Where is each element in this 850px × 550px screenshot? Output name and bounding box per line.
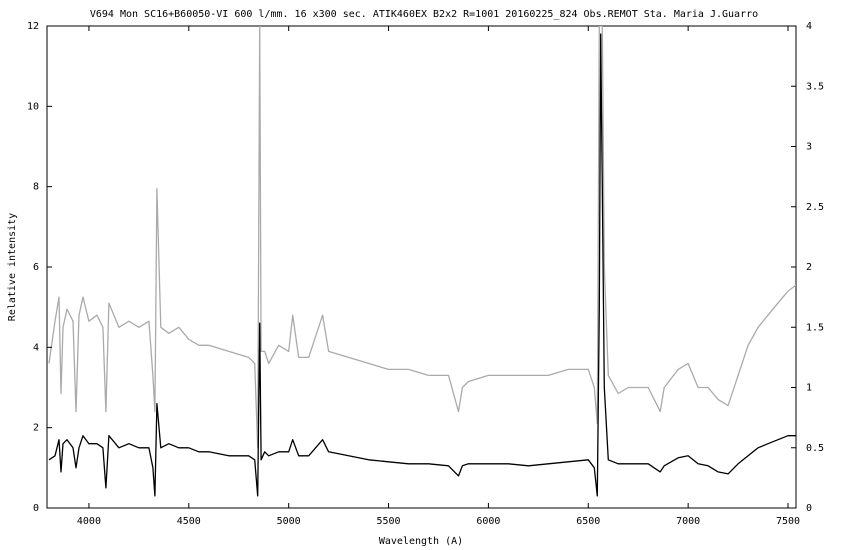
spectrum-line xyxy=(48,26,796,449)
x-tick-label: 5000 xyxy=(277,516,301,527)
y2-tick-label: 4 xyxy=(806,21,812,32)
y-axis-label: Relative intensity xyxy=(7,213,18,321)
y-tick-label: 12 xyxy=(27,21,39,32)
x-tick-label: 6500 xyxy=(576,516,600,527)
y2-tick-label: 1 xyxy=(806,383,812,394)
y2-tick-label: 3 xyxy=(806,142,812,153)
y2-tick-label: 0 xyxy=(806,503,812,514)
x-tick-label: 4000 xyxy=(77,516,101,527)
x-tick-label: 7000 xyxy=(676,516,700,527)
x-tick-label: 5500 xyxy=(376,516,400,527)
x-tick-label: 6000 xyxy=(476,516,500,527)
y-tick-label: 8 xyxy=(33,182,39,193)
y2-tick-label: 0.5 xyxy=(806,443,824,454)
y2-tick-label: 2.5 xyxy=(806,202,824,213)
x-axis-label: Wavelength (A) xyxy=(379,536,463,547)
spectrum-line xyxy=(48,33,796,497)
y-tick-label: 10 xyxy=(27,101,39,112)
x-tick-label: 4500 xyxy=(177,516,201,527)
x-tick-label: 7500 xyxy=(776,516,800,527)
y-tick-label: 0 xyxy=(33,503,39,514)
y2-tick-label: 3.5 xyxy=(806,81,824,92)
y2-tick-label: 1.5 xyxy=(806,322,824,333)
y-tick-label: 2 xyxy=(33,423,39,434)
y2-tick-label: 2 xyxy=(806,262,812,273)
y-tick-label: 6 xyxy=(33,262,39,273)
chart-title: V694 Mon SC16+B60050-VI 600 l/mm. 16 x30… xyxy=(90,9,758,20)
y-tick-label: 4 xyxy=(33,342,39,353)
plot-area xyxy=(48,26,796,497)
